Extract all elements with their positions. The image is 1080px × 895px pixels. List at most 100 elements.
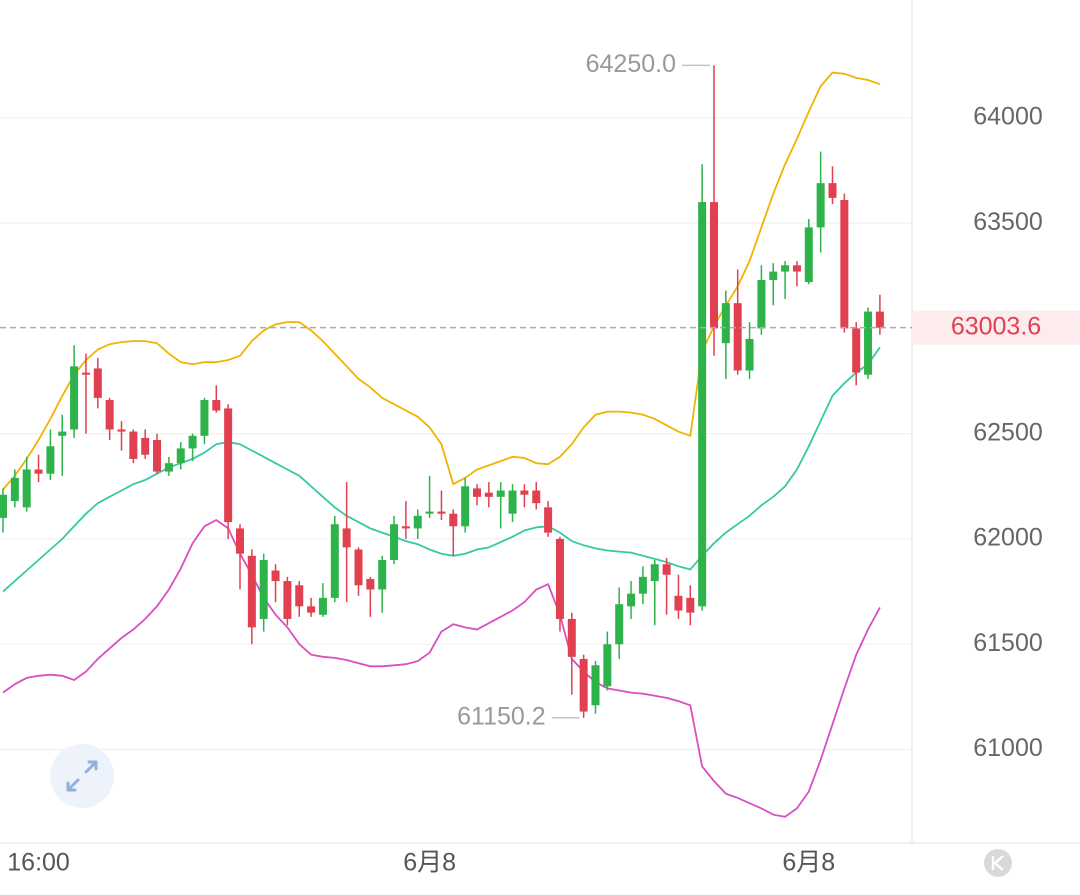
expand-icon[interactable]	[66, 760, 98, 792]
candle-body	[781, 265, 790, 272]
k-icon[interactable]	[991, 855, 1004, 871]
candle-body	[318, 597, 327, 615]
y-tick-label: 62500	[973, 418, 1043, 446]
candle-body	[22, 469, 31, 508]
band-line	[2, 346, 881, 593]
k-button[interactable]	[984, 849, 1012, 877]
last-price-label: 63003.6	[951, 312, 1041, 340]
candle-body	[34, 469, 43, 474]
candle-body	[698, 202, 707, 607]
candle-body	[662, 564, 671, 575]
candle-body	[532, 490, 541, 504]
candle-body	[638, 576, 647, 594]
candle-body	[0, 494, 7, 518]
candle-body	[555, 538, 564, 619]
candle-body	[10, 477, 19, 502]
candle-body	[686, 597, 695, 613]
candle-body	[473, 488, 481, 497]
y-tick-label: 61000	[973, 734, 1043, 762]
candle-body	[816, 183, 825, 228]
candle-body	[674, 595, 683, 611]
candle-body	[461, 486, 470, 527]
candle-body	[259, 560, 268, 619]
candle-body	[437, 511, 446, 514]
candle-body	[93, 368, 102, 398]
candle-body	[164, 463, 173, 472]
candle-body	[295, 585, 304, 607]
candle-body	[710, 202, 718, 329]
candle-body	[105, 400, 114, 430]
candle-body	[591, 665, 600, 706]
band-line	[2, 518, 881, 818]
expand-button-bg[interactable]	[50, 744, 114, 808]
candle-body	[46, 446, 55, 474]
candle-body	[283, 581, 292, 619]
annotation-label: 61150.2	[457, 702, 546, 730]
y-tick-label: 61500	[973, 629, 1043, 657]
last-price-bg	[912, 310, 1080, 345]
candle-body	[141, 437, 150, 455]
candle-body	[271, 570, 280, 582]
candle-body	[484, 492, 493, 497]
candle-body	[603, 644, 612, 687]
k-button-bg[interactable]	[984, 849, 1012, 877]
candle-body	[390, 524, 399, 560]
y-tick-label: 62000	[973, 524, 1043, 552]
annotation-label: 64250.0	[586, 50, 676, 78]
candle-body	[733, 303, 742, 371]
candle-body	[247, 555, 256, 628]
candle-body	[769, 271, 778, 280]
candle-body	[508, 490, 517, 514]
candle-body	[449, 513, 458, 527]
candle-body	[579, 658, 588, 712]
candle-body	[615, 604, 624, 645]
candle-body	[721, 303, 730, 344]
candle-body	[828, 183, 837, 198]
candle-body	[366, 578, 375, 590]
expand-button[interactable]	[50, 744, 114, 808]
candle-body	[875, 311, 884, 328]
candle-body	[129, 431, 138, 459]
candle-body	[176, 448, 185, 464]
candle-body	[188, 435, 197, 449]
candle-body	[496, 490, 505, 497]
candle-body	[200, 400, 209, 436]
candle-body	[413, 515, 422, 529]
candle-body	[153, 440, 162, 472]
candle-body	[342, 528, 351, 548]
x-tick-label: 16:00	[7, 849, 70, 877]
candle-body	[757, 280, 766, 329]
candle-body	[236, 528, 244, 554]
x-tick-label: 6月8	[403, 849, 456, 877]
candle-body	[330, 524, 339, 598]
candle-body	[567, 618, 576, 657]
candle-body	[81, 372, 90, 375]
candle-body	[627, 593, 636, 607]
candle-body	[650, 564, 659, 582]
candle-body	[520, 490, 529, 495]
y-tick-label: 63500	[973, 208, 1043, 236]
candle-body	[70, 366, 79, 430]
candle-body	[354, 549, 363, 586]
candle-body	[224, 408, 233, 523]
candle-body	[401, 526, 410, 529]
grid	[0, 117, 912, 751]
candle-body	[745, 338, 754, 371]
candle-body	[378, 560, 387, 590]
plot-area: 64250.0 61150.2	[0, 50, 912, 818]
candle-body	[864, 311, 873, 375]
candle-body	[117, 429, 126, 432]
x-tick-label: 6月8	[782, 849, 835, 877]
band-line	[2, 71, 881, 491]
candle-body	[840, 200, 849, 329]
candle-body	[58, 431, 67, 436]
candle-body	[425, 511, 434, 514]
candle-body	[792, 265, 801, 272]
candle-body	[804, 227, 813, 283]
candle-body	[544, 507, 553, 533]
candle-body	[307, 606, 316, 613]
y-tick-label: 64000	[973, 103, 1043, 131]
candle-body	[852, 328, 861, 373]
